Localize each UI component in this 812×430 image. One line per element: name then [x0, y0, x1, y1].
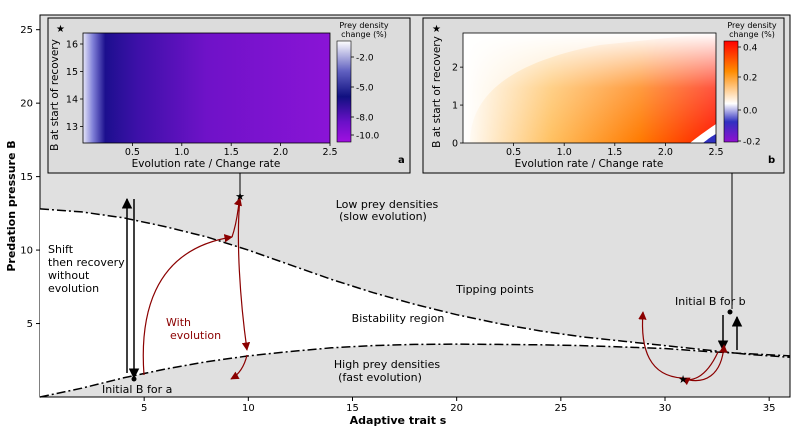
star-marker-b: ★ [678, 373, 688, 386]
x-tick-label: 15 [346, 403, 359, 414]
bistability-region-fill [40, 208, 790, 397]
inset-x-tick-label: 0.5 [125, 147, 140, 158]
initial-point-b [727, 309, 733, 315]
evolution-path-up [142, 234, 233, 376]
initial-point-a [131, 376, 137, 382]
x-axis-title: Adaptive trait s [350, 414, 447, 427]
inset-b-star: ★ [432, 24, 441, 35]
inset-b-heatmap [462, 32, 717, 144]
inset-y-tick-label: 16 [66, 40, 78, 51]
upper-tipping-curve [39, 208, 791, 359]
inset-a-star: ★ [56, 24, 65, 35]
inset-a-cbar-title-2: change (%) [341, 30, 387, 39]
inset-a: ★ B at start of recovery Evolution rate … [47, 17, 411, 174]
inset-x-tick-label: 2.0 [273, 147, 288, 158]
colorbar-tick-label: -8.0 [356, 114, 374, 124]
inset-y-tick-label: 14 [66, 95, 78, 106]
label-bistability: Bistability region [352, 312, 445, 325]
inset-b-panel-letter: b [768, 155, 775, 166]
inset-b: ★ B at start of recovery Evolution rate … [422, 17, 785, 174]
inset-y-tick-label: 0 [452, 139, 458, 150]
y-tick-label: 20 [20, 99, 33, 110]
colorbar-tick-label: -5.0 [356, 84, 374, 94]
inset-b-colorbar [723, 40, 739, 143]
inset-b-cbar-title-2: change (%) [729, 30, 775, 39]
colorbar-tick-label: -10.0 [356, 132, 380, 142]
colorbar-tick-label: -0.2 [743, 138, 761, 148]
label-shift-2: then recovery [48, 256, 125, 269]
label-with-1: With [166, 316, 191, 329]
x-tick-label: 20 [450, 403, 463, 414]
colorbar-tick-label: 0.2 [743, 74, 757, 84]
inset-a-xlabel: Evolution rate / Change rate [132, 158, 281, 170]
inset-y-tick-label: 15 [66, 67, 78, 78]
x-tick-label: 35 [763, 403, 776, 414]
inset-a-cbar-title-1: Prey density [339, 21, 389, 30]
inset-x-tick-label: 1.0 [174, 147, 189, 158]
label-low-prey: Low prey densities [336, 198, 439, 211]
inset-x-tick-label: 2.0 [658, 147, 673, 158]
colorbar-tick-label: 0.0 [743, 107, 758, 117]
inset-a-panel-letter: a [398, 155, 405, 166]
inset-x-tick-label: 1.5 [607, 147, 622, 158]
inset-a-ylabel: B at start of recovery [49, 39, 61, 151]
x-tick-label: 25 [554, 403, 567, 414]
label-fast-evolution: (fast evolution) [338, 371, 422, 384]
y-tick-label: 25 [20, 25, 33, 36]
evolution-path-down [237, 197, 251, 351]
x-tick-label: 5 [141, 403, 147, 414]
y-tick-label: 5 [27, 319, 33, 330]
inset-a-colorbar [336, 40, 352, 143]
label-high-prey: High prey densities [334, 358, 440, 371]
star-marker-a: ★ [235, 190, 245, 203]
inset-x-tick-label: 2.5 [708, 147, 723, 158]
b-path-up [638, 311, 683, 379]
y-tick-label: 10 [20, 246, 33, 257]
evolution-path-end [230, 354, 248, 380]
inset-x-tick-label: 0.5 [506, 147, 521, 158]
inset-y-tick-label: 1 [452, 101, 458, 112]
inset-y-tick-label: 2 [452, 63, 458, 74]
label-shift-1: Shift [48, 243, 74, 256]
colorbar-tick-label: -2.0 [356, 54, 374, 64]
b-path-return [681, 344, 728, 382]
inset-b-cbar-title-1: Prey density [727, 21, 777, 30]
y-tick-label: 15 [20, 172, 33, 183]
inset-b-xlabel: Evolution rate / Change rate [515, 158, 664, 170]
label-with-2: evolution [170, 329, 221, 342]
colorbar-tick-label: 0.4 [743, 44, 758, 54]
label-tipping-points: Tipping points [455, 283, 534, 296]
inset-b-ylabel: B at start of recovery [431, 36, 443, 148]
inset-x-tick-label: 1.5 [224, 147, 239, 158]
inset-x-tick-label: 2.5 [322, 147, 337, 158]
inset-x-tick-label: 1.0 [557, 147, 572, 158]
label-slow-evolution: (slow evolution) [339, 210, 427, 223]
inset-a-heatmap [82, 32, 331, 144]
x-tick-label: 10 [242, 403, 255, 414]
label-shift-3: without [48, 269, 90, 282]
x-tick-label: 30 [659, 403, 672, 414]
label-initial-b: Initial B for b [675, 295, 746, 308]
label-initial-a: Initial B for a [102, 383, 172, 396]
label-shift-4: evolution [48, 282, 99, 295]
lower-tipping-curve [39, 343, 791, 398]
inset-y-tick-label: 13 [66, 122, 78, 133]
y-axis-title: Predation pressure B [5, 140, 18, 271]
